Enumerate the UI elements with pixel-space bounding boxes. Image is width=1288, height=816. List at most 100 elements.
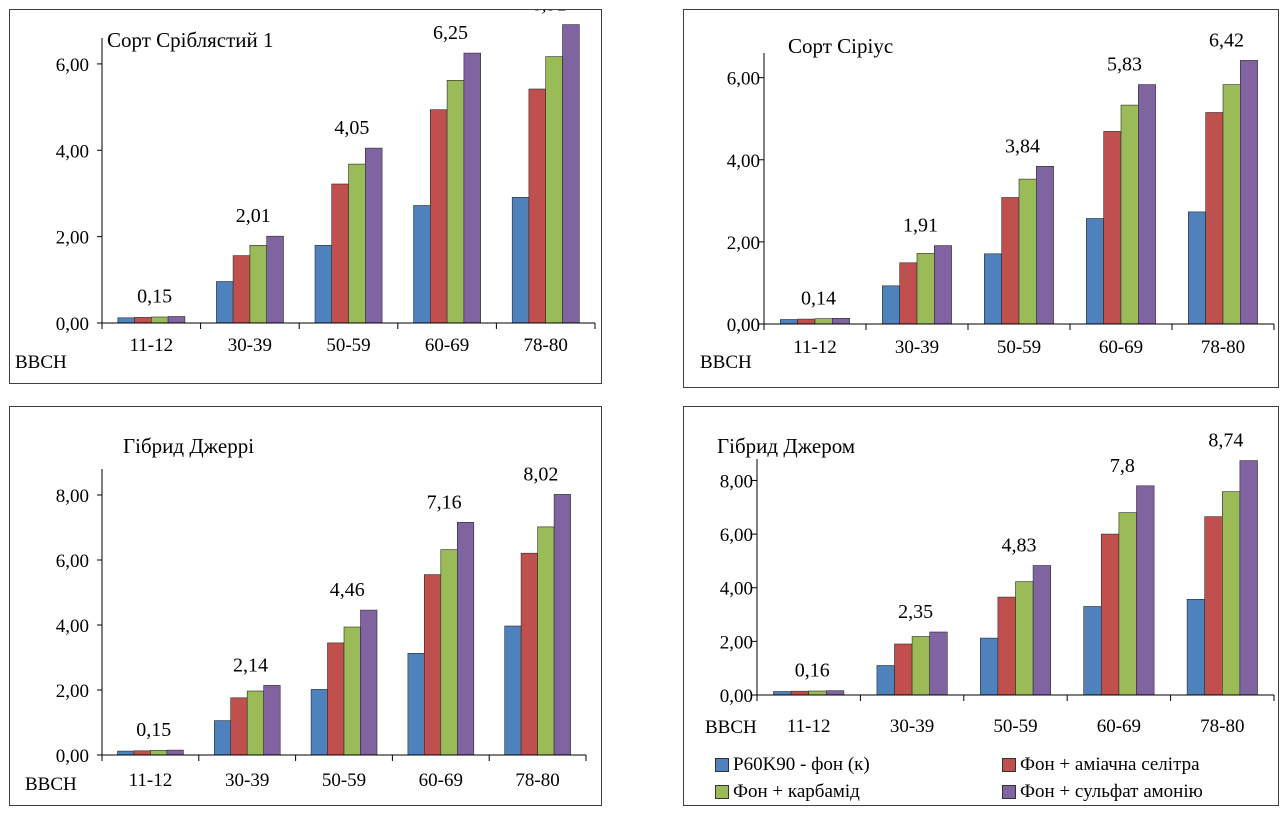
data-label-dzherri-2: 4,46 (330, 579, 365, 601)
y-tick-label-dzherom-0: 0,00 (720, 686, 753, 707)
bar-sirius-s1-0 (797, 318, 816, 325)
bar-dzherom-s3-1 (929, 631, 948, 696)
y-tick-label-sirius-3: 6,00 (727, 69, 760, 90)
data-label-dzherom-2: 4,83 (1002, 534, 1037, 556)
bar-dzherom-s1-4 (1204, 516, 1223, 696)
data-label-sriblyastyi-4: 6,91 (532, 10, 567, 16)
bar-sriblyastyi-s3-1 (266, 235, 284, 324)
bar-sriblyastyi-s0-0 (117, 317, 135, 324)
bar-sirius-s0-0 (780, 319, 798, 325)
y-tick-label-sriblyastyi-2: 4,00 (56, 141, 89, 162)
x-tick-label-dzherri-2: 50-59 (322, 770, 366, 791)
bar-dzherri-s2-3 (440, 549, 458, 756)
x-tick-label-dzherom-1: 30-39 (890, 716, 934, 737)
data-label-sirius-2: 3,84 (1005, 135, 1040, 157)
bar-sirius-s2-4 (1222, 84, 1241, 325)
legend-label-ammonium-nitrate: Фон + аміачна селітра (1020, 754, 1200, 775)
bar-sriblyastyi-s2-3 (446, 80, 465, 324)
bar-sirius-s1-4 (1205, 112, 1224, 325)
x-axis-label-sirius: BBCH (700, 352, 752, 373)
legend-swatch-control (715, 758, 729, 772)
bar-dzherri-s2-2 (343, 626, 361, 756)
chart-panel-dzherri: Гібрид Джеррі 0,00 2,00 4,00 6,00 8,00 11-12 30… (9, 406, 602, 806)
bar-dzherom-s2-3 (1118, 512, 1137, 696)
bar-sriblyastyi-s1-2 (331, 183, 349, 324)
chart-title-sirius: Сорт Сіріус (788, 34, 893, 58)
bar-dzherri-s0-3 (407, 653, 425, 756)
legend-item-ammonium-sulfate: Фон + сульфат амонію (1002, 781, 1203, 803)
bar-sirius-s1-3 (1103, 131, 1122, 325)
bar-dzherom-s3-4 (1239, 460, 1258, 696)
bar-sirius-s0-3 (1085, 218, 1104, 325)
bar-sirius-s3-1 (934, 245, 952, 325)
legend-item-ammonium-nitrate: Фон + аміачна селітра (1002, 754, 1200, 776)
bar-sriblyastyi-s0-2 (314, 245, 333, 324)
y-tick-label-sirius-1: 2,00 (727, 233, 760, 254)
x-tick-label-sriblyastyi-0: 11-12 (129, 335, 173, 356)
data-label-dzherom-3: 7,8 (1110, 455, 1135, 477)
bar-sriblyastyi-s1-4 (528, 88, 547, 324)
x-tick-label-dzherom-4: 78-80 (1200, 716, 1244, 737)
bar-dzherri-s1-2 (327, 642, 345, 756)
chart-svg-dzherri: Гібрид Джеррі 0,00 2,00 4,00 6,00 8,00 11-12 30… (25, 434, 587, 795)
bar-sriblyastyi-s2-4 (545, 56, 563, 324)
data-label-sriblyastyi-0: 0,15 (137, 286, 172, 308)
bar-dzherri-s0-0 (117, 750, 135, 756)
y-tick-label-dzherom-2: 4,00 (720, 579, 753, 600)
x-tick-label-sriblyastyi-1: 30-39 (228, 335, 272, 356)
data-label-dzherri-1: 2,14 (233, 654, 268, 676)
y-tick-label-sriblyastyi-0: 0,00 (56, 314, 89, 335)
bar-sriblyastyi-s3-3 (463, 52, 481, 324)
x-tick-label-dzherri-1: 30-39 (225, 770, 269, 791)
bar-sirius-s0-4 (1187, 211, 1206, 325)
bar-dzherri-s3-1 (263, 685, 281, 756)
bar-sriblyastyi-s2-2 (348, 163, 366, 324)
x-tick-label-sriblyastyi-2: 50-59 (326, 335, 370, 356)
bar-sirius-s3-0 (832, 317, 850, 325)
x-tick-label-sirius-2: 50-59 (997, 337, 1041, 358)
bar-sirius-s1-1 (899, 262, 918, 325)
data-label-sirius-3: 5,83 (1107, 54, 1142, 76)
bar-dzherri-s3-2 (360, 609, 378, 756)
bar-sriblyastyi-s0-1 (216, 281, 234, 324)
x-tick-label-sirius-4: 78-80 (1201, 337, 1245, 358)
chart-svg-dzherom: Гібрид Джером 0,00 2,00 4,00 6,00 8,00 11-12 30… (705, 430, 1275, 738)
x-axis-label-sriblyastyi: BBCH (15, 352, 67, 373)
legend-item-urea: Фон + карбамід (715, 781, 860, 803)
data-label-sirius-1: 1,91 (903, 215, 938, 237)
legend-item-control: P60K90 - фон (к) (715, 754, 870, 776)
data-label-sirius-4: 6,42 (1209, 29, 1244, 51)
legend-label-urea: Фон + карбамід (733, 781, 860, 802)
data-label-sriblyastyi-2: 4,05 (334, 117, 369, 139)
bar-sirius-s2-2 (1018, 178, 1037, 325)
bar-dzherom-s3-0 (826, 690, 845, 696)
bar-sriblyastyi-s1-1 (232, 255, 251, 324)
bar-dzherri-s2-0 (150, 750, 168, 756)
bar-sriblyastyi-s3-4 (562, 24, 580, 324)
bar-dzherom-s3-2 (1032, 565, 1052, 696)
y-tick-label-dzherom-4: 8,00 (720, 471, 753, 492)
bar-dzherom-s1-2 (997, 596, 1016, 696)
x-tick-label-dzherri-0: 11-12 (129, 770, 173, 791)
data-label-dzherri-3: 7,16 (427, 491, 462, 513)
x-tick-label-dzherom-0: 11-12 (787, 716, 831, 737)
bar-sriblyastyi-s0-3 (413, 205, 431, 324)
x-tick-label-dzherri-4: 78-80 (515, 770, 559, 791)
legend-swatch-urea (715, 785, 729, 799)
bar-dzherom-s1-0 (790, 690, 809, 696)
y-tick-label-sirius-0: 0,00 (727, 315, 760, 336)
data-label-sriblyastyi-3: 6,25 (433, 22, 468, 44)
bar-dzherom-s0-0 (773, 691, 792, 696)
chart-svg-sirius: Сорт Сіріус 0,00 2,00 4,00 6,00 11-12 30-39 50-… (700, 29, 1275, 373)
bar-dzherom-s1-1 (894, 643, 913, 696)
bar-sirius-s1-2 (1001, 197, 1020, 325)
data-label-dzherom-0: 0,16 (795, 660, 830, 682)
chart-title-sriblyastyi: Сорт Сріблястий 1 (107, 28, 274, 52)
y-tick-label-dzherri-4: 8,00 (56, 486, 89, 507)
bar-sirius-s3-3 (1137, 84, 1156, 325)
legend-swatch-ammonium-nitrate (1002, 758, 1016, 772)
legend-label-ammonium-sulfate: Фон + сульфат амонію (1020, 781, 1203, 802)
y-tick-label-dzherri-3: 6,00 (56, 551, 89, 572)
bar-sriblyastyi-s2-1 (249, 245, 267, 324)
bar-dzherom-s0-2 (979, 637, 999, 696)
